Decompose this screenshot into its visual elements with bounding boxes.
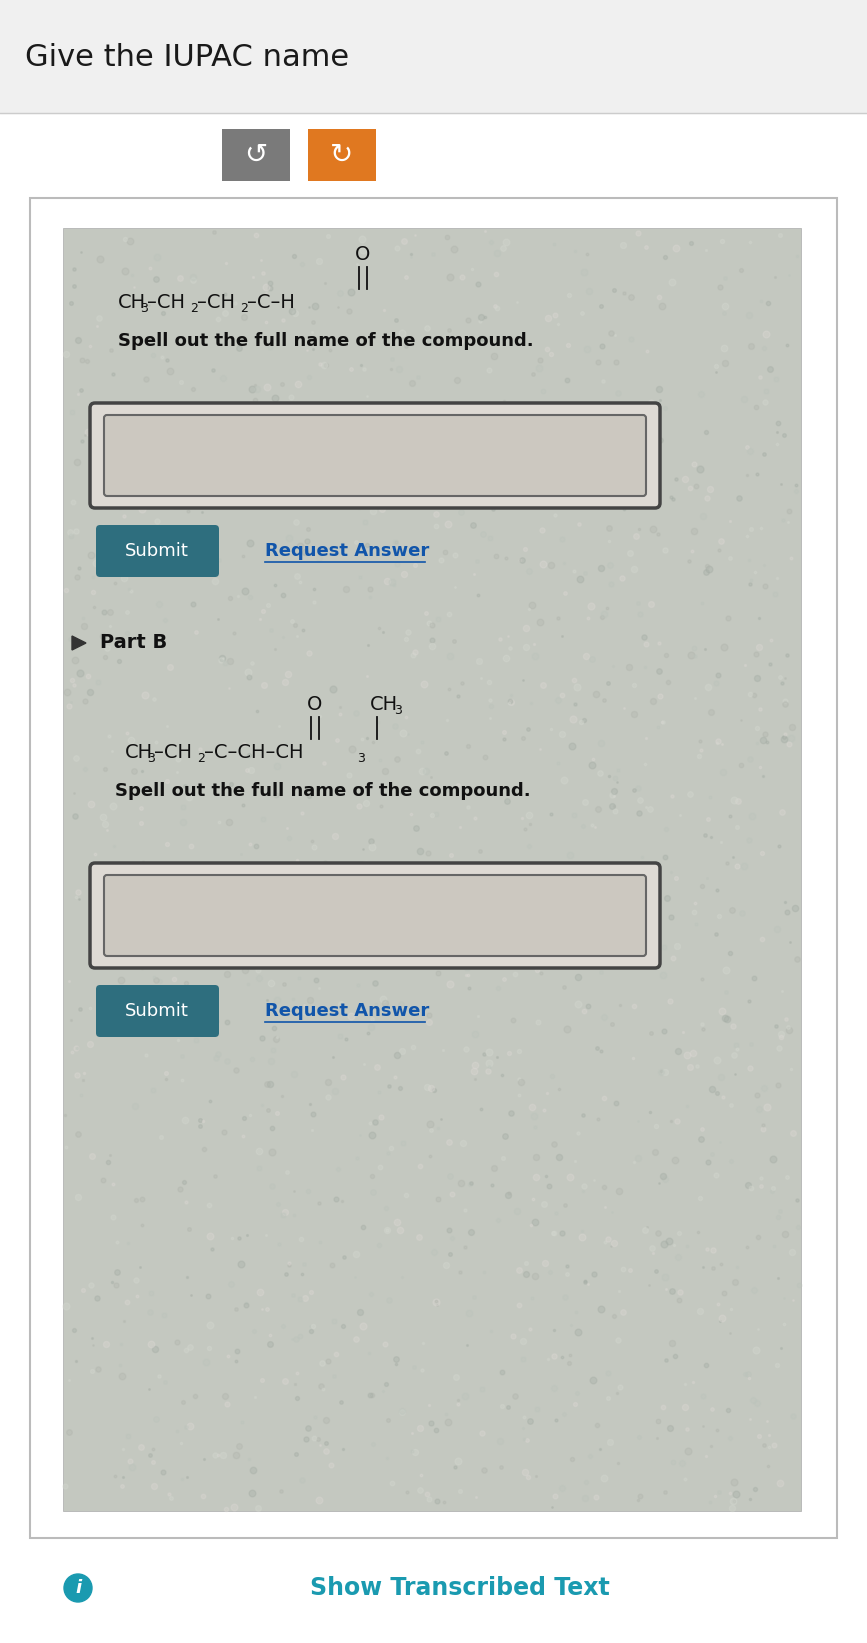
Text: 3: 3 (140, 302, 148, 315)
Text: CH: CH (125, 744, 153, 762)
FancyBboxPatch shape (104, 876, 646, 956)
Text: Show Transcribed Text: Show Transcribed Text (310, 1576, 610, 1600)
Text: ↺: ↺ (244, 141, 268, 169)
Text: ↻: ↻ (330, 141, 354, 169)
Text: Request Answer: Request Answer (265, 1002, 429, 1020)
FancyBboxPatch shape (104, 416, 646, 496)
FancyBboxPatch shape (90, 863, 660, 968)
FancyBboxPatch shape (308, 130, 376, 181)
Text: O: O (307, 695, 323, 715)
Polygon shape (72, 636, 86, 651)
Text: 3: 3 (147, 752, 155, 766)
Text: 3: 3 (394, 705, 402, 718)
Text: CH: CH (118, 294, 147, 312)
Text: Spell out the full name of the compound.: Spell out the full name of the compound. (118, 332, 533, 350)
Text: –C–CH–CH: –C–CH–CH (204, 744, 303, 762)
Text: 2: 2 (197, 752, 205, 766)
Text: 2: 2 (190, 302, 198, 315)
Text: 3: 3 (357, 752, 365, 766)
FancyBboxPatch shape (30, 199, 837, 1538)
FancyBboxPatch shape (90, 403, 660, 508)
Text: –CH: –CH (147, 294, 185, 312)
FancyBboxPatch shape (222, 130, 290, 181)
Text: Submit: Submit (125, 542, 189, 560)
Text: i: i (75, 1579, 81, 1597)
Text: Part B: Part B (100, 634, 167, 652)
Text: Submit: Submit (125, 1002, 189, 1020)
Text: –CH: –CH (154, 744, 192, 762)
Bar (0, 0, 867, 113)
Text: CH: CH (370, 695, 398, 715)
Circle shape (64, 1574, 92, 1602)
Text: Request Answer: Request Answer (265, 542, 429, 560)
Text: –C–H: –C–H (247, 294, 295, 312)
Text: Give the IUPAC name: Give the IUPAC name (25, 43, 349, 72)
Bar (63, 228, 801, 1512)
FancyBboxPatch shape (96, 986, 219, 1037)
Text: O: O (355, 245, 371, 265)
Text: –CH: –CH (197, 294, 235, 312)
FancyBboxPatch shape (96, 526, 219, 577)
Text: Spell out the full name of the compound.: Spell out the full name of the compound. (115, 782, 531, 800)
Text: 2: 2 (240, 302, 248, 315)
